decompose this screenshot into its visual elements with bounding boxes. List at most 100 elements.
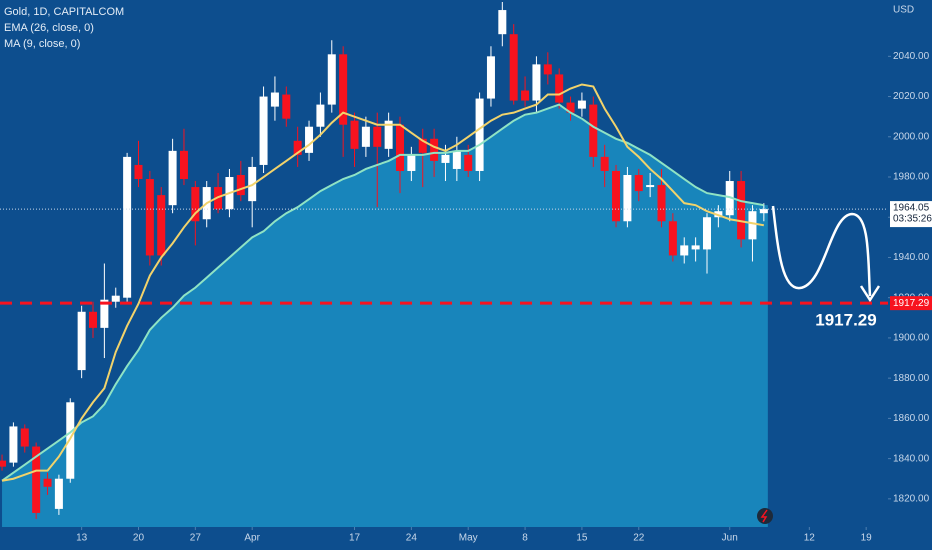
candle-body <box>748 211 757 240</box>
candle-body <box>373 126 382 147</box>
candle-body <box>191 187 200 222</box>
level-annotation: 1917.29 <box>815 311 876 330</box>
candle-body <box>441 154 450 163</box>
candle-body <box>145 179 154 256</box>
candle-body <box>168 150 177 206</box>
countdown: 03:35:26 <box>893 214 932 225</box>
candle-body <box>475 98 484 171</box>
candle-body <box>486 56 495 99</box>
y-tick-label: 1940.00 <box>893 252 930 263</box>
candle-body <box>600 156 609 171</box>
candle-body <box>339 54 348 125</box>
candle-body <box>134 164 143 180</box>
x-tick-label: Jun <box>722 533 738 544</box>
y-tick-label: 1900.00 <box>893 333 930 344</box>
legend-entry: MA (9, close, 0) <box>4 38 80 50</box>
candle-body <box>612 170 621 222</box>
candle-body <box>179 150 188 180</box>
candle-body <box>464 154 473 171</box>
plot <box>0 2 768 527</box>
y-tick-label: 1980.00 <box>893 172 930 183</box>
axis-unit: USD <box>893 5 914 16</box>
candle-body <box>498 10 507 35</box>
y-tick-label: 2020.00 <box>893 91 930 102</box>
candle-body <box>123 156 132 298</box>
y-tick-label: 1820.00 <box>893 493 930 504</box>
candle-body <box>521 90 530 101</box>
candle-body <box>0 460 7 467</box>
legend-entry: EMA (26, close, 0) <box>4 22 94 34</box>
candle-body <box>589 104 598 157</box>
x-tick-label: 8 <box>522 533 528 544</box>
candle-body <box>418 138 427 153</box>
last-price-label: 1964.05 <box>893 203 930 214</box>
x-tick-label: 12 <box>804 533 816 544</box>
candle-body <box>702 217 711 250</box>
candle-body <box>270 92 279 107</box>
x-tick-label: May <box>459 533 478 544</box>
candle-body <box>759 209 768 214</box>
candle-body <box>555 74 564 103</box>
candle-body <box>509 34 518 101</box>
x-tick-label: Apr <box>244 533 260 544</box>
area <box>2 104 768 527</box>
candle-body <box>646 185 655 188</box>
candle-body <box>577 100 586 109</box>
x-tick-label: 15 <box>576 533 588 544</box>
candle-body <box>9 426 18 463</box>
x-tick-label: 22 <box>633 533 645 544</box>
candle-body <box>407 154 416 171</box>
line <box>1 83 765 482</box>
candle-body <box>305 126 314 153</box>
candle-body <box>634 174 643 192</box>
candle-body <box>691 245 700 250</box>
candle-body <box>680 245 689 256</box>
candle-body <box>327 54 336 105</box>
candle-body <box>532 64 541 101</box>
candle-body <box>43 478 52 487</box>
candle-body <box>395 124 404 171</box>
candle-body <box>543 64 552 75</box>
drawn-arrow <box>771 205 872 297</box>
y-tick-label: 2040.00 <box>893 51 930 62</box>
candle-body <box>259 96 268 165</box>
icon <box>757 508 773 524</box>
y-tick-label: 1840.00 <box>893 453 930 464</box>
candle-body <box>657 185 666 222</box>
last-price-box <box>890 201 932 228</box>
candle-body <box>32 446 41 513</box>
level-price-label: 1917.29 <box>893 298 930 309</box>
x-tick-label: 24 <box>406 533 418 544</box>
y-tick-label: 2000.00 <box>893 131 930 142</box>
candle-body <box>111 295 120 302</box>
candle-body <box>293 140 302 155</box>
y-tick-label: 1860.00 <box>893 413 930 424</box>
arrow-head <box>859 285 881 303</box>
candle-body <box>54 478 63 509</box>
y-tick-label: 1880.00 <box>893 373 930 384</box>
candle-body <box>89 311 98 328</box>
line <box>1 103 765 482</box>
candle-body <box>452 150 461 169</box>
candle-body <box>430 138 439 161</box>
candle-body <box>350 120 359 149</box>
level-price-box <box>890 296 932 311</box>
candle-body <box>384 120 393 149</box>
candle-body <box>737 181 746 240</box>
candle-body <box>623 174 632 222</box>
candle-body <box>77 311 86 371</box>
candle-body <box>236 174 245 196</box>
candle-body <box>20 428 29 447</box>
candle-body <box>100 299 109 328</box>
candle-body <box>316 104 325 127</box>
candle-body <box>157 195 166 256</box>
chart-title: Gold, 1D, CAPITALCOM <box>4 6 124 18</box>
candle-body <box>282 94 291 119</box>
icon-glyph <box>760 509 768 523</box>
x-tick-label: 27 <box>190 533 202 544</box>
x-tick-label: 19 <box>861 533 873 544</box>
x-tick-label: 20 <box>133 533 145 544</box>
candle-body <box>361 126 370 147</box>
x-tick-label: 17 <box>349 533 361 544</box>
